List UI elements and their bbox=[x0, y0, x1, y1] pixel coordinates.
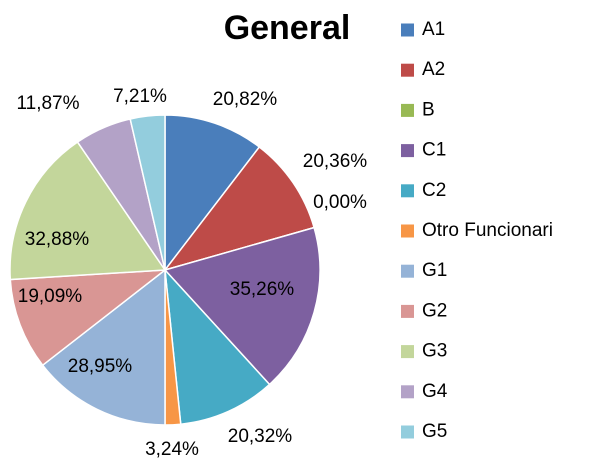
legend-swatch bbox=[401, 63, 414, 77]
legend-swatch bbox=[401, 103, 414, 117]
legend-swatch bbox=[401, 385, 414, 399]
pie-slice bbox=[9, 269, 168, 367]
legend-swatch bbox=[401, 264, 414, 278]
legend-swatch bbox=[401, 23, 414, 37]
data-label: 32,88% bbox=[25, 229, 90, 250]
legend-label: G4 bbox=[422, 381, 448, 402]
pie-slice bbox=[164, 267, 271, 426]
legend-swatch bbox=[401, 184, 414, 198]
data-label: 0,00% bbox=[313, 192, 367, 213]
data-label: 20,36% bbox=[303, 151, 368, 172]
data-label: 11,87% bbox=[16, 93, 79, 114]
data-label: 7,21% bbox=[113, 86, 167, 107]
legend-label: G2 bbox=[422, 300, 447, 321]
legend-swatch bbox=[401, 345, 414, 359]
data-label: 20,82% bbox=[213, 89, 278, 110]
data-label: 20,32% bbox=[228, 426, 293, 447]
legend-label: Otro Funcionari bbox=[422, 220, 553, 241]
legend-label: A2 bbox=[422, 59, 445, 80]
legend-label: G3 bbox=[422, 341, 447, 362]
legend-label: G5 bbox=[422, 421, 447, 442]
pie-slice bbox=[41, 268, 166, 426]
legend-swatch bbox=[401, 144, 414, 158]
data-label: 19,09% bbox=[18, 286, 83, 307]
legend-swatch bbox=[401, 224, 414, 238]
data-label: 3,24% bbox=[145, 439, 199, 459]
legend-label: C1 bbox=[422, 140, 446, 161]
legend-label: A1 bbox=[422, 19, 445, 40]
pie-slice bbox=[163, 226, 321, 386]
pie-slice bbox=[9, 140, 167, 281]
pie-slice bbox=[129, 114, 166, 271]
legend-label: B bbox=[422, 99, 435, 120]
data-label: 28,95% bbox=[68, 356, 133, 377]
data-label: 35,26% bbox=[230, 279, 295, 300]
legend-label: G1 bbox=[422, 260, 447, 281]
legend-swatch bbox=[401, 425, 414, 439]
pie-slice bbox=[164, 114, 261, 273]
legend-label: C2 bbox=[422, 180, 446, 201]
pie-slice bbox=[163, 145, 316, 272]
chart-title: General bbox=[224, 9, 351, 47]
legend-swatch bbox=[401, 304, 414, 318]
